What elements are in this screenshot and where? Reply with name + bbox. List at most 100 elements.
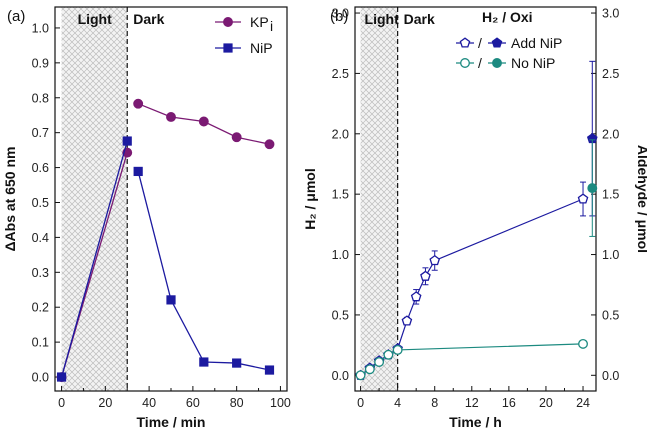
y-tick-label: 0.5 [32,196,49,210]
data-point [578,338,588,349]
data-point [401,315,413,326]
legend-label: NiP [250,40,273,56]
legend-marker-open [460,58,470,68]
x-tick-label: 60 [186,396,200,410]
y-tick-label: 2.5 [332,67,349,81]
legend: KP i NiP [215,14,273,56]
data-point [166,112,176,122]
legend-sep: / [478,35,482,51]
data-point [374,357,385,367]
y-axis-label: ΔAbs at 650 nm [2,147,18,252]
legend-marker [223,43,233,53]
y-right-tick-label: 1.5 [602,188,619,202]
legend-sep: / [478,55,482,71]
y-tick-label: 1.5 [332,188,349,202]
x-tick-label: 20 [539,396,553,410]
data-point [133,166,143,177]
data-point [232,358,242,368]
light-region [61,7,128,391]
x-tick-label: 16 [502,396,516,410]
series-line [360,198,584,376]
data-point [166,295,176,305]
data-point [587,183,598,194]
series-line [137,171,270,371]
data-point [420,270,431,281]
x-tick-label: 20 [98,396,112,410]
panel-label: (b) [330,8,348,25]
y-axis-label: H₂ / μmol [302,168,318,229]
x-tick-label: 40 [142,396,156,410]
x-tick-label: 24 [576,396,590,410]
y-right-tick-label: 2.5 [602,67,619,81]
y-right-tick-label: 1.0 [602,248,619,262]
legend: / Add NiP / No NiP [456,35,562,71]
data-point [231,132,242,143]
panel-b: Light Dark 0 4 8 12 16 20 24 0.0 0.0 0.5 0.5 1.0 1.0 1.… [302,6,647,430]
y-right-tick-label: 0.0 [602,369,619,383]
series-line [60,140,128,378]
y-tick-label: 0.0 [32,371,49,385]
y-tick-label: 0.4 [32,231,49,245]
series-1 [355,338,588,381]
dark-label: Dark [404,11,435,27]
y-tick-label: 1.0 [332,248,349,262]
data-point [122,136,132,146]
data-point [429,254,441,266]
legend-label: No NiP [511,55,555,71]
panel-label: (a) [7,8,25,25]
y-tick-label: 0.3 [32,266,49,280]
y-right-tick-label: 2.0 [602,127,619,141]
chart-title: H₂ / Oxi [482,9,533,25]
dark-label: Dark [133,11,164,27]
data-point [410,291,422,302]
x-axis-label: Time / min [137,414,206,430]
legend-marker-filled [491,37,503,48]
data-point [199,357,209,367]
y-tick-label: 0.2 [32,301,49,315]
data-point [364,364,375,375]
plot-frame [354,6,597,392]
light-label: Light [78,11,113,27]
light-label: Light [365,11,400,27]
data-point [56,372,67,382]
y-right-tick-label: 0.5 [602,308,619,322]
legend-marker-filled [492,58,502,68]
x-tick-label: 8 [431,396,438,410]
x-tick-label: 0 [357,396,364,410]
legend-label: KP [250,14,269,30]
x-axis-label: Time / h [449,414,502,430]
x-tick-label: 80 [230,396,244,410]
y-right-tick-label: 3.0 [602,7,619,21]
y-tick-label: 0.0 [332,369,349,383]
light-region [360,7,398,391]
data-point [264,139,275,150]
x-tick-label: 4 [394,396,401,410]
y-tick-label: 0.8 [32,91,49,105]
x-tick-label: 100 [270,396,291,410]
y-tick-label: 0.9 [32,56,49,70]
y-tick-label: 0.7 [32,126,49,140]
series-nip [56,136,275,382]
data-point [355,370,366,381]
data-point [198,116,209,127]
data-point [133,98,144,109]
data-point [392,344,403,355]
y-tick-label: 3.0 [332,7,349,21]
panel-a: Light Dark 0 20 40 60 80 100 0.0 0.1 0.2 0.3 0.4 0.5 0… [2,6,291,430]
x-tick-label: 0 [58,396,65,410]
legend-marker-open [459,37,471,48]
legend-label: Add NiP [511,35,562,51]
legend-marker [223,17,233,27]
data-point [577,193,589,204]
data-point [383,349,394,360]
y-tick-label: 2.0 [332,127,349,141]
series-3 [587,139,598,237]
y-tick-label: 1.0 [32,21,49,35]
y-tick-label: 0.5 [332,308,349,322]
y-tick-label: 0.1 [32,336,49,350]
y-tick-label: 0.6 [32,161,49,175]
data-point [264,365,275,375]
y-right-axis-label: Aldehyde / μmol [635,145,647,253]
x-tick-label: 12 [465,396,479,410]
